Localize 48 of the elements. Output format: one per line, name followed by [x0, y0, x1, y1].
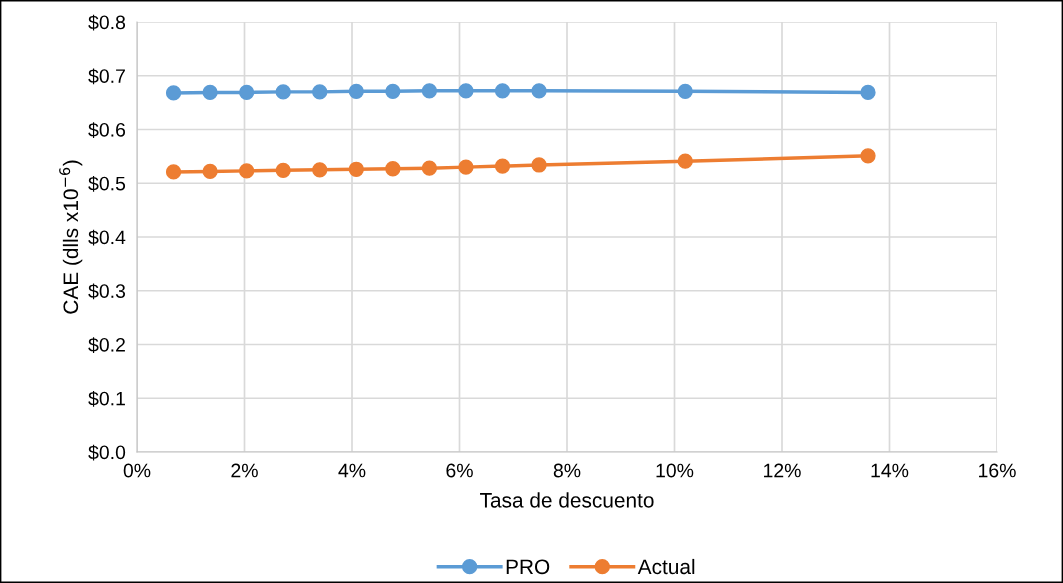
point — [275, 162, 291, 178]
y-axis-title: CAE (dlls x10$^{−6}$) — [59, 160, 83, 314]
point — [494, 158, 511, 174]
y-tick-label: $0.7 — [88, 68, 125, 85]
point — [458, 83, 474, 99]
point — [494, 83, 511, 99]
x-tick-label: 8% — [553, 463, 581, 478]
point — [421, 160, 438, 176]
x-tick-label: 16% — [979, 463, 1016, 478]
y-tick-label: $0.4 — [88, 229, 126, 246]
point — [458, 159, 474, 175]
legend-label: PRO — [506, 559, 550, 575]
point — [312, 84, 328, 100]
point — [385, 161, 401, 177]
point — [275, 84, 291, 100]
x-tick-label: 4% — [338, 463, 366, 478]
x-tick-label: 6% — [446, 463, 473, 478]
point — [421, 83, 438, 99]
x-tick-label: 2% — [231, 463, 258, 478]
point — [202, 163, 218, 180]
x-tick-label: 14% — [871, 463, 909, 478]
point — [239, 84, 255, 101]
point — [165, 85, 182, 101]
y-tick-label: $0.3 — [88, 283, 126, 300]
point — [531, 83, 547, 99]
point — [165, 164, 182, 180]
point — [312, 162, 328, 178]
x-tick-label: 12% — [764, 463, 801, 478]
y-tick-label: $0.6 — [88, 122, 126, 138]
x-tick-label: 0% — [123, 463, 151, 478]
y-tick-label: $0.8 — [88, 14, 126, 31]
point — [677, 83, 693, 99]
point — [202, 84, 218, 101]
y-tick-label: $0.5 — [88, 175, 126, 192]
point — [677, 153, 693, 169]
point — [348, 161, 364, 177]
x-axis-title: Tasa de descuento — [480, 492, 654, 508]
y-tick-label: $0.0 — [88, 444, 126, 461]
point — [860, 84, 876, 101]
legend-label: Actual — [637, 558, 695, 575]
point — [531, 157, 547, 173]
point — [860, 148, 876, 164]
point — [239, 163, 255, 179]
y-tick-label: $0.1 — [88, 390, 125, 407]
y-tick-label: $0.2 — [88, 337, 125, 353]
x-tick-label: 10% — [656, 463, 694, 478]
point — [385, 83, 401, 99]
point — [348, 83, 364, 99]
